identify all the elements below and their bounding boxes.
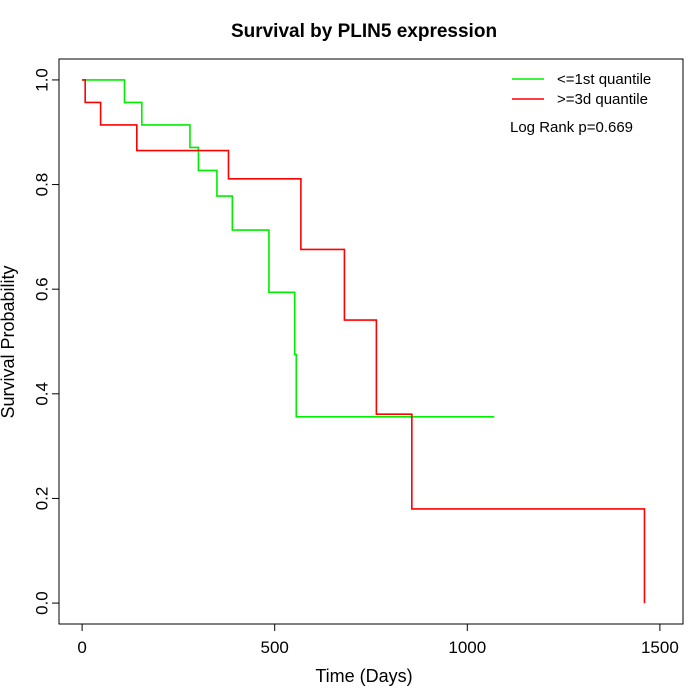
legend-label-series-1: <=1st quantile bbox=[557, 71, 651, 88]
x-tick-label: 1000 bbox=[448, 638, 486, 657]
x-axis: 0 500 1000 1500 bbox=[77, 623, 679, 657]
y-tick-label: 0.0 bbox=[33, 591, 52, 615]
x-tick-label: 0 bbox=[77, 638, 86, 657]
x-tick-label: 500 bbox=[261, 638, 289, 657]
y-tick-label: 0.6 bbox=[33, 277, 52, 301]
log-rank-annotation: Log Rank p=0.669 bbox=[510, 119, 633, 136]
survival-curve-series-2 bbox=[82, 79, 646, 604]
y-tick-label: 0.4 bbox=[33, 382, 52, 406]
survival-curve-series-1 bbox=[82, 79, 495, 418]
y-tick-label: 0.8 bbox=[33, 173, 52, 197]
series-layer bbox=[82, 79, 646, 604]
legend: <=1st quantile >=3d quantile bbox=[512, 71, 651, 108]
y-tick-label: 0.2 bbox=[33, 487, 52, 511]
plot-frame bbox=[58, 58, 684, 625]
legend-label-series-2: >=3d quantile bbox=[557, 91, 648, 108]
x-tick-label: 1500 bbox=[641, 638, 679, 657]
chart-title: Survival by PLIN5 expression bbox=[231, 21, 497, 42]
y-tick-label: 1.0 bbox=[33, 68, 52, 92]
y-axis-label: Survival Probability bbox=[0, 265, 18, 418]
x-axis-label: Time (Days) bbox=[315, 666, 412, 686]
y-axis: 0.0 0.2 0.4 0.6 0.8 1.0 bbox=[33, 68, 60, 615]
